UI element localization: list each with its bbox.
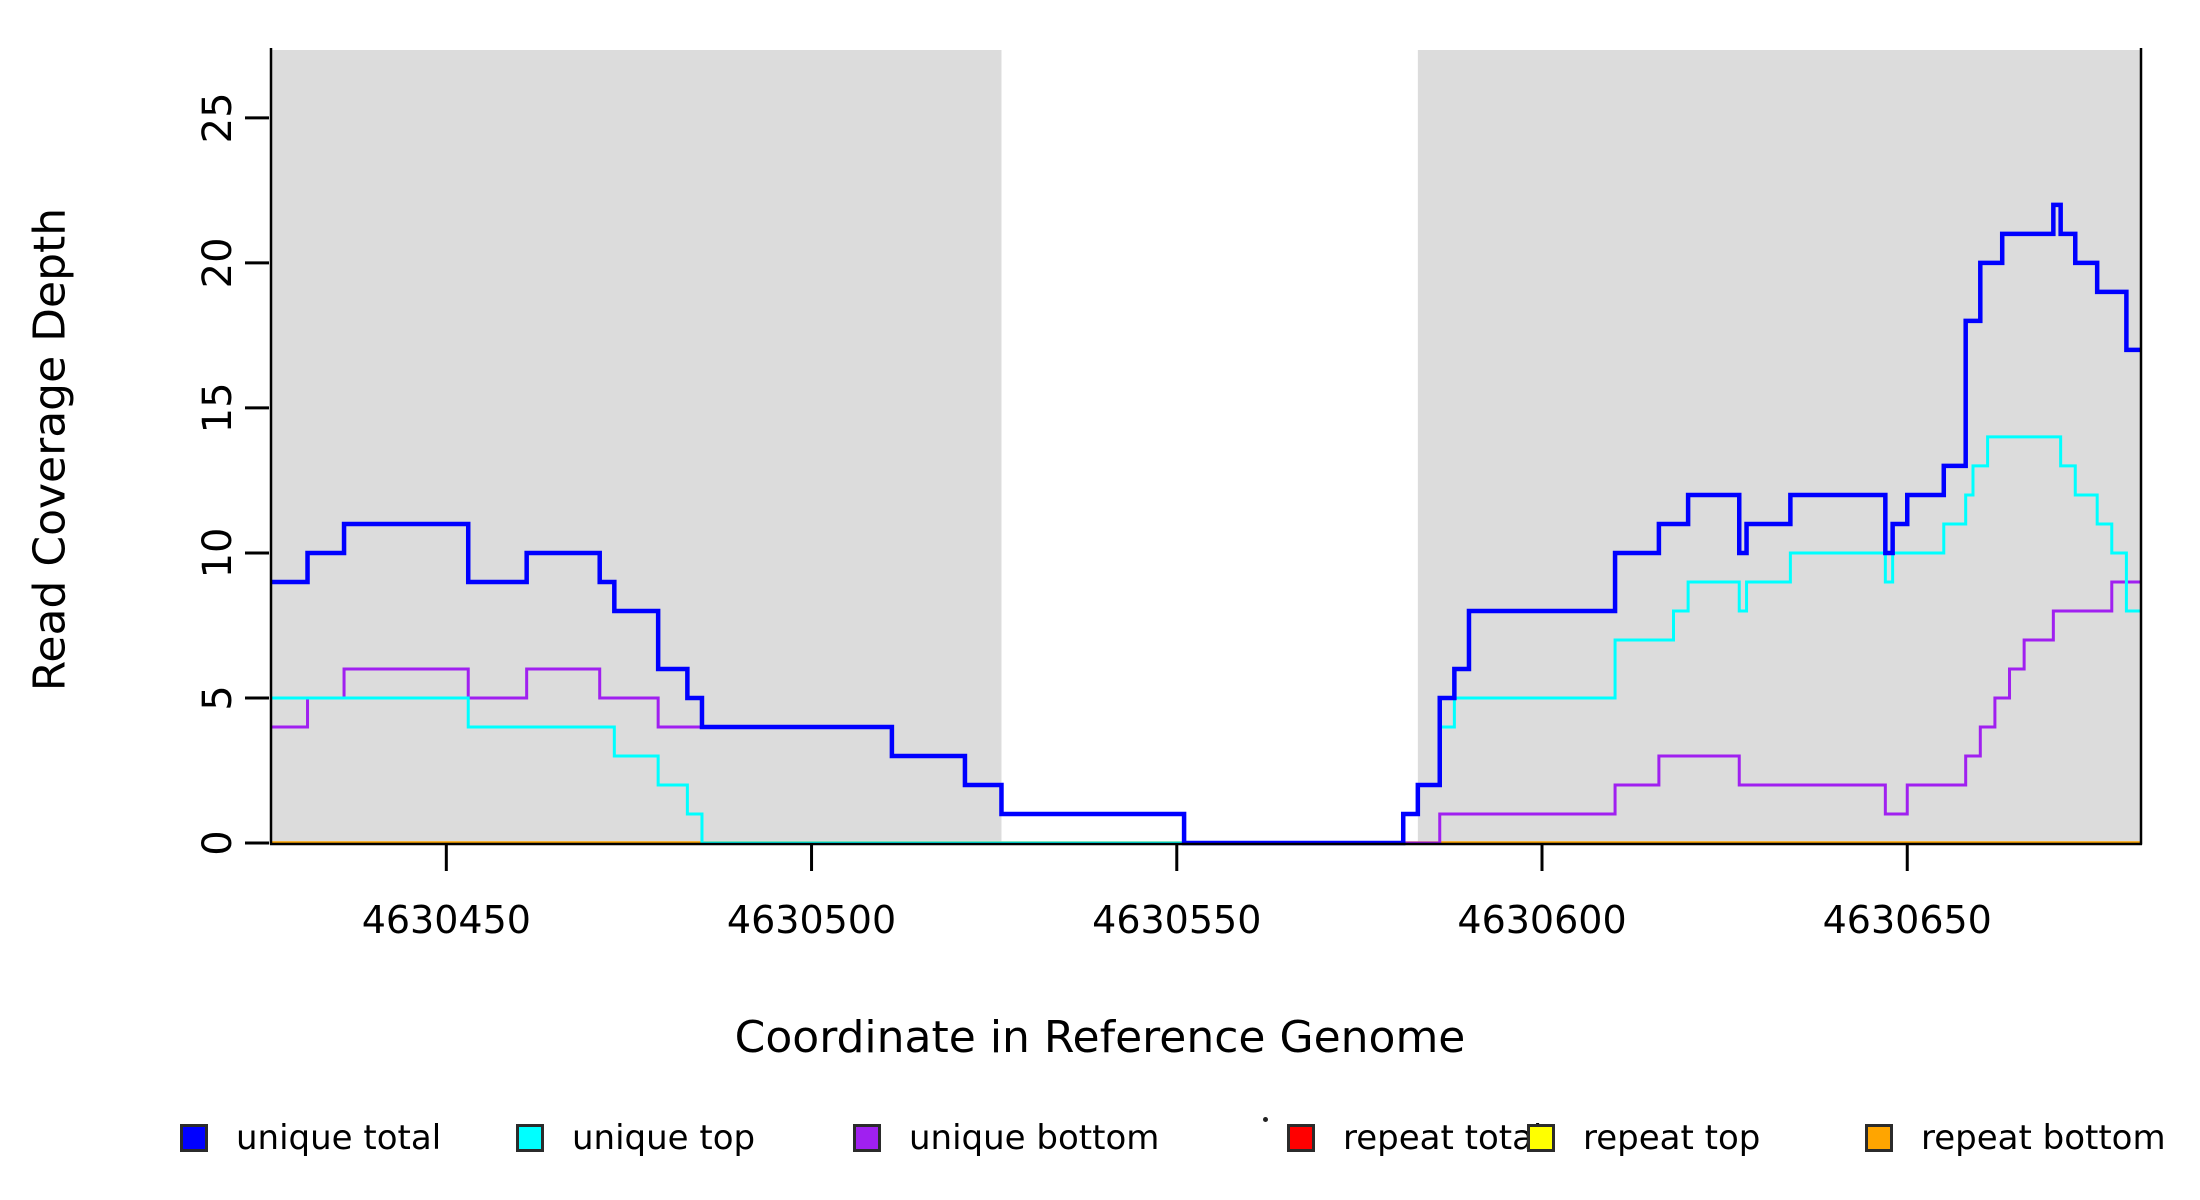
unique-bottom-swatch [853,1124,881,1152]
legend-item-repeat-bottom: repeat bottom [1865,1118,2166,1158]
axes [269,48,2143,846]
legend-label: unique total [236,1118,442,1158]
legend-item-unique-total: unique total [180,1118,441,1158]
repeat-total-swatch [1287,1124,1315,1152]
shaded-region [1417,50,2141,843]
legend-label: repeat top [1583,1118,1761,1158]
legend-label: repeat bottom [1921,1118,2166,1158]
legend-item-repeat-total: repeat total [1287,1118,1542,1158]
y-tick-label: 20 [195,237,241,288]
unique-top-swatch [516,1124,544,1152]
x-tick-label: 4630650 [1823,898,1992,942]
x-tick-label: 4630500 [727,898,896,942]
series-unique-total [271,202,2141,846]
y-tick-label: 25 [195,92,241,143]
y-tick-label: 15 [195,382,241,433]
legend-label: repeat total [1343,1118,1543,1158]
x-axis-title: Coordinate in Reference Genome [734,1012,1466,1063]
y-tick-label: 0 [195,830,241,855]
repeat-top-swatch [1527,1124,1555,1152]
legend-item-unique-top: unique top [516,1118,755,1158]
legend-label: unique top [572,1118,756,1158]
stray-dot [1263,1117,1268,1122]
x-tick-label: 4630600 [1457,898,1626,942]
legend-label: unique bottom [909,1118,1160,1158]
series-unique-top [271,435,2141,845]
shaded-regions [271,50,2141,843]
x-tick-label: 4630450 [362,898,531,942]
tick-marks: 4630450 4630500 4630550 4630600 4630650 0 5 10 1… [195,92,1992,942]
legend-item-unique-bottom: unique bottom [853,1118,1159,1158]
series-unique-bottom [271,580,2141,845]
y-tick-label: 5 [195,685,241,710]
shaded-region [271,50,1002,843]
y-axis-title: Read Coverage Depth [24,207,76,692]
unique-total-swatch [180,1124,208,1152]
y-tick-label: 10 [195,527,241,578]
repeat-bottom-swatch [1865,1124,1893,1152]
legend-item-repeat-top: repeat top [1527,1118,1760,1158]
legend: unique total unique top unique bottom re… [0,1118,2200,1168]
x-tick-label: 4630550 [1092,898,1261,942]
